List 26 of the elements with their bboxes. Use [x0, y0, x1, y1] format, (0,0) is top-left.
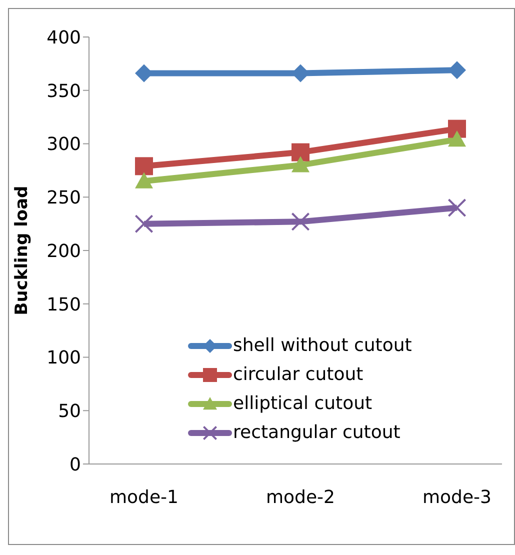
legend-label: shell without cutout	[233, 335, 412, 356]
legend-label: elliptical cutout	[233, 393, 372, 414]
point	[448, 130, 466, 147]
y-tick-label: 200	[46, 240, 81, 262]
y-axis-title: Buckling load	[12, 186, 32, 316]
point	[292, 156, 310, 172]
legend-label: rectangular cutout	[233, 422, 400, 443]
point	[135, 157, 153, 176]
y-tick-label: 250	[46, 188, 81, 209]
x-tick-label: mode-1	[110, 486, 178, 508]
point	[135, 214, 153, 233]
y-tick-label: 350	[46, 80, 81, 102]
y-tick-label: 400	[46, 27, 81, 48]
point	[448, 198, 466, 217]
point	[448, 120, 466, 138]
point	[135, 172, 153, 188]
y-tick-label: 0	[70, 454, 81, 476]
y-tick-label: 50	[58, 401, 81, 422]
legend-label: circular cutout	[233, 364, 364, 385]
x-tick-label: mode-2	[266, 486, 335, 508]
point	[292, 212, 310, 231]
y-tick-label: 300	[46, 134, 81, 156]
point	[292, 143, 310, 162]
y-tick-label: 100	[46, 348, 81, 369]
x-tick-label: mode-3	[422, 486, 492, 508]
y-tick-label: 150	[46, 294, 81, 316]
